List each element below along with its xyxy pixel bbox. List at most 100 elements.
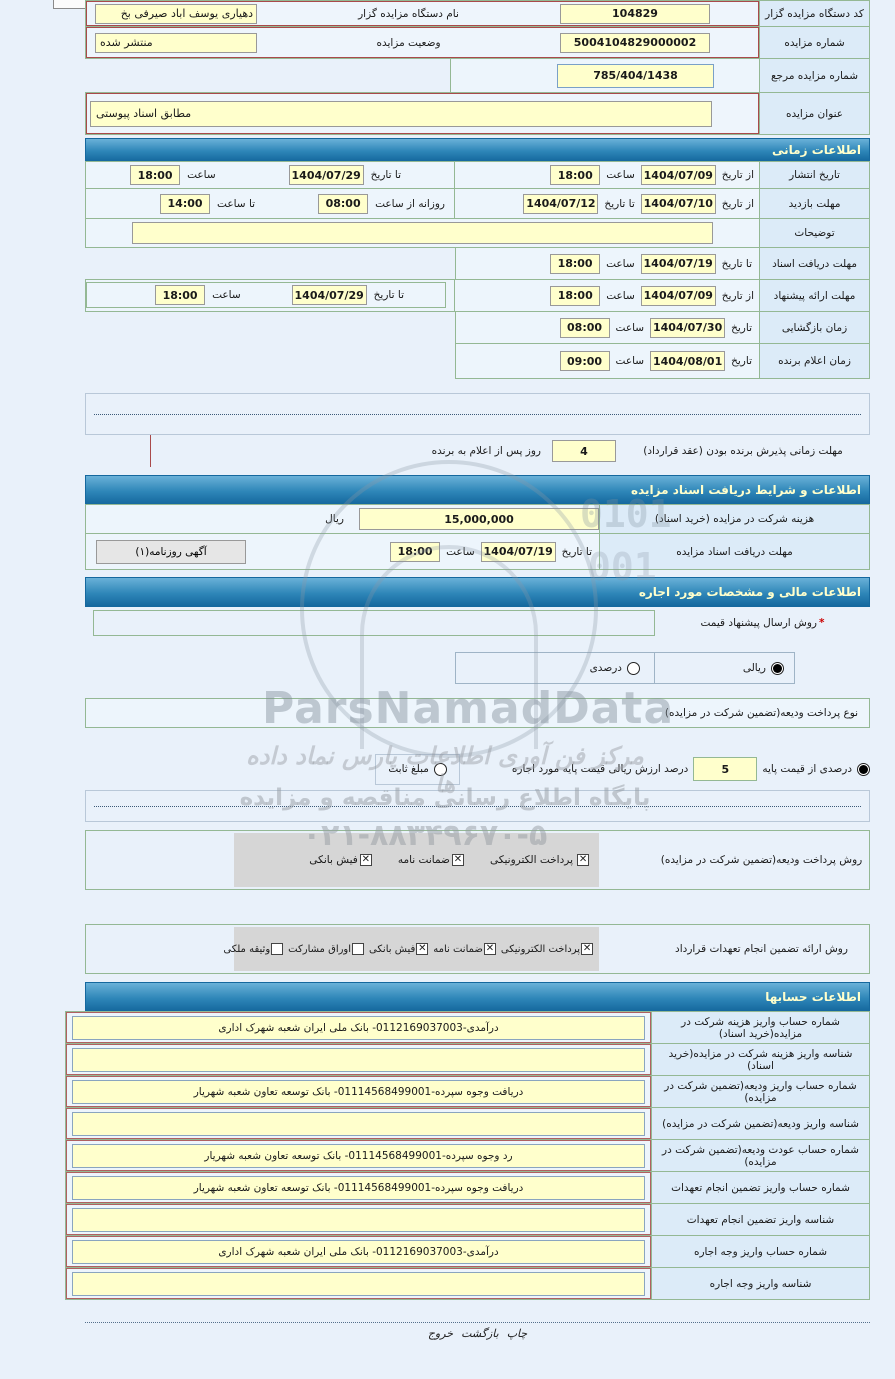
publish-to-time-input[interactable]: 18:00: [130, 165, 181, 185]
publish-to-date-input[interactable]: 1404/07/29: [288, 165, 364, 185]
option: پرداخت الکترونیکی: [501, 943, 593, 955]
price-method-label-cell: * روش ارسال پیشنهاد قیمت: [655, 617, 870, 629]
section-header-time: اطلاعات زمانی: [85, 138, 870, 162]
price-type-rial-cell: ریالی: [654, 653, 794, 683]
guarantee-letter-checkbox[interactable]: [451, 854, 464, 866]
visit-daily-to-input[interactable]: 14:00: [160, 193, 211, 214]
contract-guarantee-options: پرداخت الکترونیکی ضمانت نامه فیش بانکی ا…: [223, 927, 599, 971]
deposit-pay-label: روش پرداخت ودیعه(تضمین شرکت در مزایده): [660, 854, 863, 866]
visit-to-date-input[interactable]: 1404/07/12: [523, 193, 599, 214]
print-link[interactable]: چاپ: [506, 1327, 528, 1340]
bank-receipt-checkbox[interactable]: [416, 943, 429, 955]
back-link[interactable]: بازگشت: [461, 1327, 499, 1340]
doc-receive-date-input[interactable]: 1404/07/19: [640, 253, 716, 274]
fee-label: هزینه شرکت در مزایده (خرید اسناد): [599, 505, 869, 533]
visit-from-date-input[interactable]: 1404/07/10: [640, 193, 716, 214]
price-type-box: ریالی درصدی: [455, 652, 795, 684]
proposal-label: مهلت ارائه پیشنهاد: [759, 280, 869, 311]
org-name-label: نام دستگاه مزایده گزار: [358, 7, 459, 20]
opening-date-input[interactable]: 1404/07/30: [650, 317, 726, 338]
winner-label: زمان اعلام برنده: [759, 344, 869, 378]
account-input[interactable]: [72, 1207, 645, 1232]
accept-winner-suffix: روز پس از اعلام به برنده: [431, 445, 541, 457]
rial-radio[interactable]: [771, 661, 784, 675]
account-input[interactable]: دریافت وجوه سپرده-01114568499001- بانک ت…: [72, 1175, 645, 1200]
org-name-input[interactable]: دهیاری یوسف اباد صیرفی بخ: [95, 3, 258, 24]
status-input[interactable]: منتشر شده: [95, 32, 258, 53]
account-input[interactable]: [72, 1271, 645, 1296]
account-label: شناسه واریز ودیعه(تضمین شرکت در مزایده): [651, 1108, 869, 1139]
account-label: شناسه واریز هزینه شرکت در مزایده(خرید اس…: [651, 1044, 869, 1075]
hour-label: ساعت: [606, 289, 635, 302]
auction-form: کد دستگاه مزایده گزار 104829 نام دستگاه …: [65, 0, 870, 1340]
guarantee-letter-checkbox[interactable]: [483, 943, 496, 955]
account-row: شماره حساب عودت ودیعه(تضمین شرکت در مزای…: [65, 1139, 870, 1172]
doc-receive-time-input[interactable]: 18:00: [550, 253, 601, 274]
account-label: شناسه واریز وجه اجاره: [651, 1268, 869, 1299]
option-label: پرداخت الکترونیکی: [489, 854, 573, 866]
org-code-row: کد دستگاه مزایده گزار 104829 نام دستگاه …: [85, 0, 870, 27]
auction-no-input[interactable]: 5004104829000002: [560, 32, 710, 53]
proposal-from-date-input[interactable]: 1404/07/09: [640, 285, 716, 306]
winner-date-input[interactable]: 1404/08/01: [650, 351, 726, 371]
account-input[interactable]: [72, 1111, 645, 1136]
deposit-type-label: نوع پرداخت ودیعه(تضمین شرکت در مزایده): [664, 707, 859, 719]
electronic-payment-checkbox[interactable]: [577, 854, 589, 866]
doc-deadline-row: مهلت دریافت اسناد مزایده تا تاریخ 1404/0…: [85, 533, 870, 570]
proposal-from-time-input[interactable]: 18:00: [550, 285, 601, 306]
account-label: شناسه واریز تضمین انجام تعهدات: [651, 1204, 869, 1235]
property-collateral-checkbox[interactable]: [271, 943, 284, 955]
date-label: تاریخ: [731, 321, 752, 334]
fee-input[interactable]: 15,000,000: [359, 508, 599, 530]
price-method-label: روش ارسال پیشنهاد قیمت: [700, 617, 818, 629]
ref-no-input[interactable]: 785/404/1438: [557, 63, 714, 88]
org-code-input[interactable]: 104829: [560, 3, 710, 24]
percent-base-radio[interactable]: [857, 762, 870, 776]
contract-guarantee-row: روش ارائه تضمین انجام تعهدات قرارداد پرد…: [85, 924, 870, 974]
account-input[interactable]: رد وجوه سپرده-01114568499001- بانک توسعه…: [72, 1143, 645, 1168]
publish-from-date-input[interactable]: 1404/07/09: [640, 165, 716, 185]
doc-deadline-date-input[interactable]: 1404/07/19: [480, 541, 556, 562]
rial-radio-label: ریالی: [742, 662, 766, 674]
hour-label: ساعت: [212, 289, 241, 301]
price-method-row: * روش ارسال پیشنهاد قیمت: [85, 607, 870, 639]
section-title: اطلاعات زمانی: [772, 143, 861, 157]
deposit-pay-row: روش پرداخت ودیعه(تضمین شرکت در مزایده) پ…: [85, 830, 870, 890]
winner-time-input[interactable]: 09:00: [559, 351, 610, 371]
to-date-label: تا تاریخ: [721, 257, 752, 270]
price-type-row: ریالی درصدی: [85, 652, 870, 684]
newspaper-ad-button[interactable]: آگهی روزنامه(۱): [96, 539, 246, 564]
visit-daily-from-input[interactable]: 08:00: [318, 193, 369, 214]
accept-days-input[interactable]: 4: [552, 440, 616, 462]
doc-deadline-time-input[interactable]: 18:00: [390, 541, 441, 562]
option: ضمانت نامه: [433, 943, 496, 955]
account-input[interactable]: [72, 1047, 645, 1072]
proposal-to-date-input[interactable]: 1404/07/29: [291, 285, 367, 305]
visit-label: مهلت بازدید: [759, 189, 869, 218]
account-input[interactable]: دریافت وجوه سپرده-01114568499001- بانک ت…: [72, 1079, 645, 1104]
percent-base-input[interactable]: 5: [693, 757, 758, 781]
section-title: اطلاعات و شرایط دریافت اسناد مزایده: [630, 483, 861, 497]
option-label: فیش بانکی: [309, 854, 358, 866]
option-label: اوراق مشارکت: [288, 943, 352, 955]
fixed-amount-radio[interactable]: [433, 762, 447, 776]
proposal-to-time-input[interactable]: 18:00: [155, 285, 206, 305]
notes-input[interactable]: [132, 222, 713, 244]
publish-from-time-input[interactable]: 18:00: [550, 165, 601, 185]
hour-label: ساعت: [187, 169, 216, 181]
option: فیش بانکی: [309, 854, 372, 866]
bank-receipt-checkbox[interactable]: [359, 854, 372, 866]
account-input[interactable]: درآمدی-0112169037003- بانک ملی ایران شعب…: [72, 1015, 645, 1040]
accept-winner-label: مهلت زمانی پذیرش برنده بودن (عقد قرارداد…: [643, 445, 843, 457]
participation-bonds-checkbox[interactable]: [352, 943, 365, 955]
percent-radio[interactable]: [627, 661, 640, 675]
option-label: ضمانت نامه: [397, 854, 450, 866]
account-input[interactable]: درآمدی-0112169037003- بانک ملی ایران شعب…: [72, 1239, 645, 1264]
publish-label: تاریخ انتشار: [759, 162, 869, 188]
electronic-payment-checkbox[interactable]: [581, 943, 593, 955]
title-input[interactable]: مطابق اسناد پیوستی: [90, 100, 712, 127]
opening-time-input[interactable]: 08:00: [559, 317, 610, 338]
exit-link[interactable]: خروج: [427, 1327, 454, 1340]
footer-links: چاپ بازگشت خروج: [85, 1327, 870, 1340]
